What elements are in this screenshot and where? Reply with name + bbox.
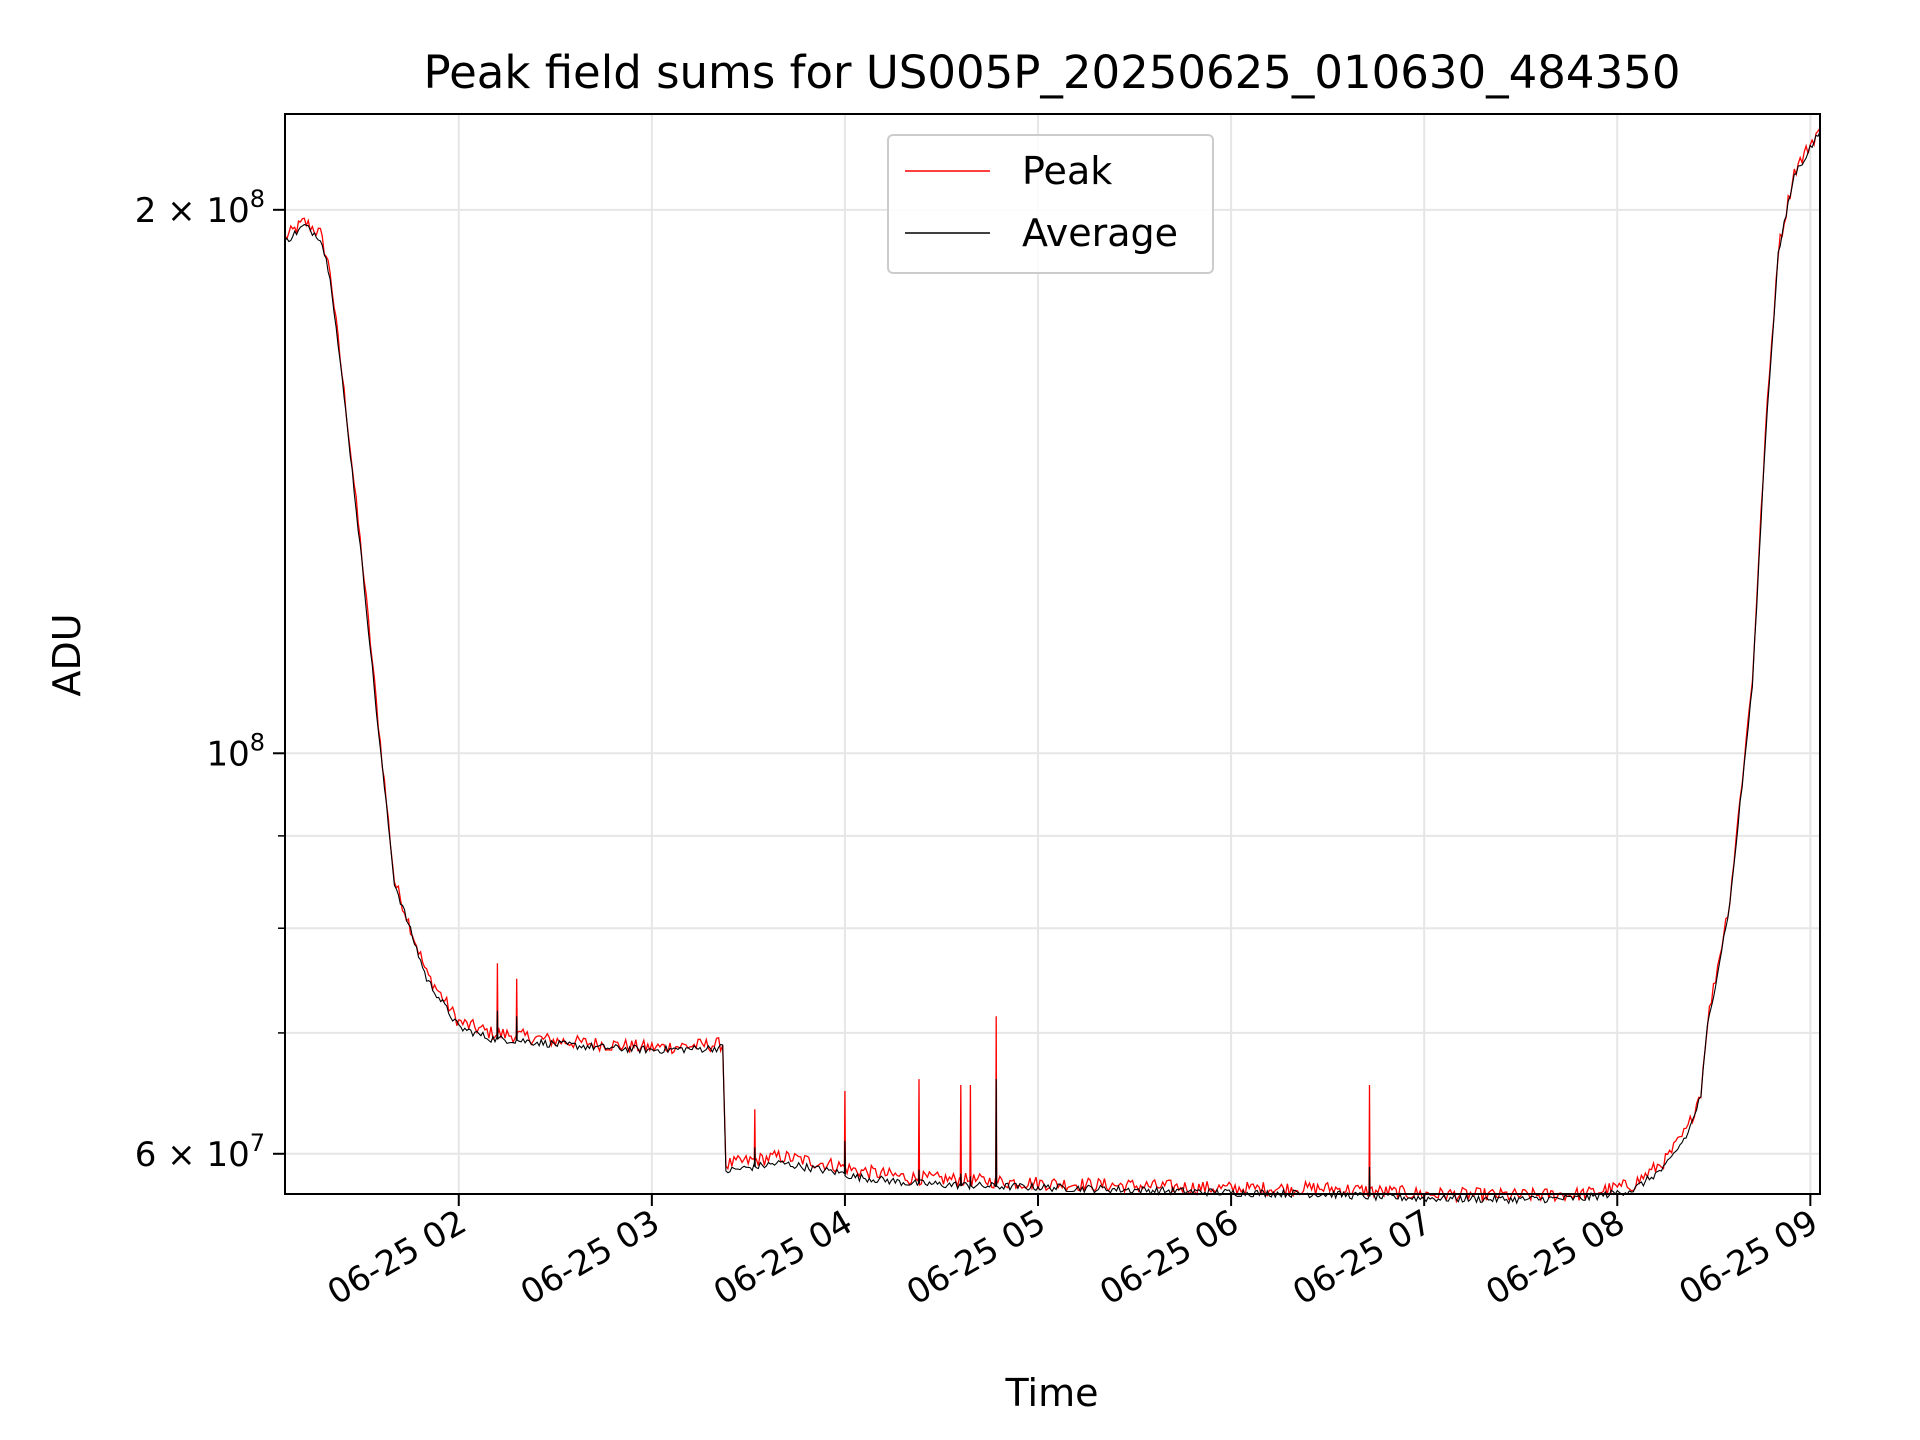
y-axis-label: ADU — [45, 613, 89, 696]
legend-label-peak: Peak — [1022, 149, 1112, 193]
legend-box — [887, 134, 1214, 274]
y-tick-label: 6 × 107 — [135, 1129, 265, 1175]
legend-label-average: Average — [1022, 211, 1178, 255]
chart-title: Peak field sums for US005P_20250625_0106… — [424, 46, 1681, 99]
series-line-average — [284, 131, 1821, 1205]
y-axis-ticks: 6 × 107 108 2 × 108 — [135, 185, 285, 1175]
y-tick-label: 2 × 108 — [135, 185, 265, 231]
x-axis-label: Time — [1005, 1371, 1099, 1415]
series-line-peak — [284, 127, 1821, 1204]
legend: Peak Average — [887, 134, 1214, 274]
y-tick-label: 108 — [206, 728, 265, 774]
plot-frame — [284, 113, 1821, 1195]
plot-series — [284, 127, 1821, 1205]
